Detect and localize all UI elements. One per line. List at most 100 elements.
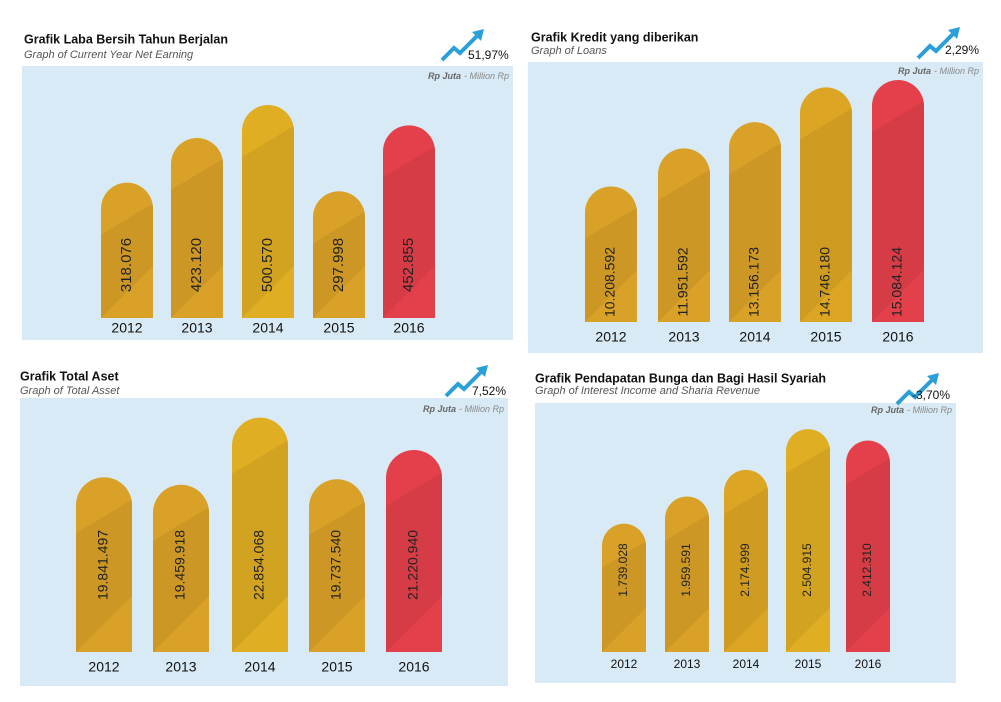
unit-label: Rp Juta - Million Rp (871, 405, 952, 415)
growth-label: 2,29% (945, 43, 979, 57)
category-label: 2014 (733, 657, 760, 671)
unit-en: - Million Rp (934, 66, 979, 76)
category-label: 2013 (674, 657, 701, 671)
growth-label: 51,97% (468, 48, 509, 62)
bar (153, 484, 209, 652)
category-label: 2014 (244, 659, 275, 675)
category-label: 2015 (321, 659, 352, 675)
bar-shade (76, 499, 132, 652)
chart-subtitle: Graph of Current Year Net Earning (24, 49, 194, 61)
unit: Rp Juta (423, 404, 456, 414)
category-label: 2015 (795, 657, 822, 671)
value-label: 2.504.915 (800, 543, 814, 597)
bar (658, 148, 710, 322)
unit: Rp Juta (898, 66, 931, 76)
bar-shade (800, 108, 852, 322)
growth-arrow-head (472, 29, 484, 41)
category-label: 2014 (739, 329, 770, 345)
growth-arrow-head (948, 27, 960, 39)
growth-arrow-head (476, 365, 488, 377)
unit: Rp Juta (428, 71, 461, 81)
bar (846, 440, 890, 652)
bar (242, 105, 294, 319)
value-label: 19.459.918 (172, 530, 188, 600)
category-label: 2012 (611, 657, 638, 671)
growth-label: -3,70% (912, 388, 950, 402)
bar (76, 477, 132, 652)
category-label: 2012 (111, 320, 142, 336)
bar (724, 469, 768, 652)
chart-title: Grafik Total Aset (20, 369, 119, 383)
value-label: 19.737.540 (328, 530, 344, 600)
unit-label: Rp Juta - Million Rp (423, 404, 504, 414)
value-label: 452.855 (400, 238, 417, 292)
unit: Rp Juta (871, 405, 904, 415)
value-label: 500.570 (259, 238, 276, 292)
bar-shade (313, 212, 365, 318)
chart-subtitle: Graph of Total Asset (20, 385, 120, 397)
category-label: 2013 (668, 329, 699, 345)
bar-shade (585, 207, 637, 322)
unit-en: - Million Rp (464, 71, 509, 81)
bar-shade (786, 446, 830, 652)
category-label: 2015 (810, 329, 841, 345)
unit-label: Rp Juta - Million Rp (898, 66, 979, 76)
bar (872, 79, 924, 322)
bar-shade (153, 507, 209, 652)
value-label: 14.746.180 (817, 247, 833, 317)
bar-shade (658, 169, 710, 322)
bar (800, 87, 852, 323)
category-label: 2013 (181, 320, 212, 336)
bar-shade (846, 458, 890, 652)
bar-shade (872, 100, 924, 322)
bar (386, 449, 442, 652)
growth-arrow (444, 369, 484, 398)
bar-shade (309, 501, 365, 652)
category-label: 2016 (393, 320, 424, 336)
growth-arrow-head (927, 373, 939, 385)
bar-shade (665, 514, 709, 652)
unit-label: Rp Juta - Million Rp (428, 71, 509, 81)
bar (729, 122, 781, 322)
category-label: 2015 (323, 320, 354, 336)
bar (232, 417, 288, 652)
value-label: 15.084.124 (889, 247, 905, 317)
value-label: 21.220.940 (405, 530, 421, 600)
category-label: 2016 (882, 329, 913, 345)
chart-title: Grafik Laba Bersih Tahun Berjalan (24, 32, 228, 46)
chart-subtitle: Graph of Loans (531, 45, 607, 57)
growth-arrow (895, 377, 935, 406)
unit-en: - Million Rp (459, 404, 504, 414)
value-label: 318.076 (118, 238, 135, 292)
bar (665, 496, 709, 652)
growth-label: 7,52% (472, 384, 506, 398)
category-label: 2016 (855, 657, 882, 671)
value-label: 11.951.592 (675, 247, 691, 316)
value-label: 1.739.028 (616, 543, 630, 597)
bar (101, 182, 153, 318)
bar (309, 479, 365, 652)
value-label: 10.208.592 (602, 247, 618, 317)
value-label: 297.998 (330, 238, 347, 292)
chart-subtitle: Graph of Interest Income and Sharia Reve… (535, 385, 760, 397)
bar-shade (101, 203, 153, 318)
growth-arrow (440, 33, 480, 62)
bar-shade (383, 146, 435, 318)
category-label: 2012 (88, 659, 119, 675)
bar-shade (602, 541, 646, 652)
value-label: 19.841.497 (95, 530, 111, 600)
chart-title: Grafik Pendapatan Bunga dan Bagi Hasil S… (535, 371, 826, 385)
category-label: 2016 (398, 659, 429, 675)
bar-shade (232, 440, 288, 652)
value-label: 2.412.310 (860, 543, 874, 597)
bar-shade (729, 142, 781, 322)
bar (313, 191, 365, 318)
value-label: 22.854.068 (251, 530, 267, 600)
value-label: 1.959.591 (679, 543, 693, 597)
bar (383, 125, 435, 319)
category-label: 2013 (165, 659, 196, 675)
value-label: 423.120 (188, 238, 205, 292)
growth-arrow (916, 31, 956, 60)
value-label: 13.156.173 (746, 247, 762, 317)
bar (585, 186, 637, 322)
